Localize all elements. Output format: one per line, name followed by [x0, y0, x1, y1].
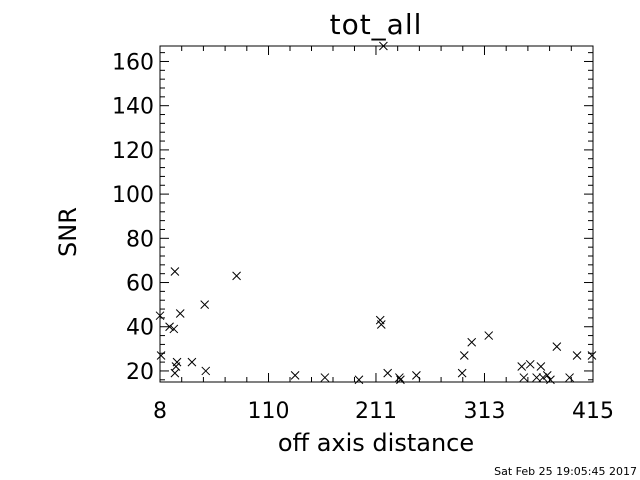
data-point: [519, 373, 529, 382]
data-point: [552, 342, 562, 351]
data-points: [155, 41, 597, 385]
data-point: [517, 362, 527, 371]
data-point: [200, 300, 210, 309]
plot-area: [159, 45, 594, 383]
data-point: [412, 371, 421, 380]
x-tick-label: 8: [153, 399, 167, 424]
data-point: [525, 359, 535, 369]
data-point: [155, 311, 165, 321]
data-point: [175, 309, 185, 318]
data-point: [467, 337, 477, 347]
x-tick-label: 110: [248, 399, 290, 424]
timestamp: Sat Feb 25 19:05:45 2017: [494, 465, 637, 478]
data-point: [484, 331, 494, 340]
data-point: [546, 375, 555, 385]
data-point: [565, 373, 574, 382]
y-tick-label: 120: [112, 139, 154, 164]
data-point: [532, 373, 541, 382]
y-tick-label: 20: [126, 360, 154, 385]
data-point: [379, 41, 388, 51]
y-tick-label: 160: [112, 50, 154, 75]
x-axis: 8 110 211 313 415: [153, 46, 614, 424]
y-tick-label: 140: [112, 95, 154, 120]
data-point: [383, 368, 393, 378]
chart-title: tot_all: [330, 8, 423, 41]
data-point: [572, 351, 582, 360]
plot-border: [159, 45, 594, 383]
data-point: [587, 351, 597, 360]
y-tick-label: 60: [126, 272, 154, 297]
data-point: [172, 357, 182, 367]
data-point: [354, 375, 364, 385]
data-point: [459, 351, 469, 360]
data-point: [395, 373, 404, 382]
data-point: [536, 362, 546, 371]
data-point: [320, 373, 330, 382]
data-point: [290, 371, 300, 380]
data-point: [538, 373, 548, 382]
data-point: [396, 375, 405, 385]
y-axis-label: SNR: [54, 207, 82, 257]
data-point: [542, 371, 552, 380]
y-tick-label: 40: [126, 316, 154, 341]
data-point: [170, 267, 180, 276]
data-point: [376, 320, 386, 329]
x-tick-label: 211: [355, 399, 397, 424]
x-axis-label: off axis distance: [278, 429, 474, 457]
data-point: [165, 322, 174, 332]
y-tick-label: 80: [126, 227, 154, 252]
data-point: [232, 271, 241, 281]
y-tick-label: 100: [112, 183, 154, 208]
x-tick-label: 313: [463, 399, 505, 424]
data-point: [457, 368, 467, 378]
y-axis: 20 40 60 80 100 120 140 160: [112, 50, 593, 385]
x-tick-label: 415: [572, 399, 614, 424]
data-point: [187, 357, 197, 367]
data-point: [156, 351, 166, 360]
data-point: [169, 324, 179, 334]
data-point: [201, 366, 211, 376]
